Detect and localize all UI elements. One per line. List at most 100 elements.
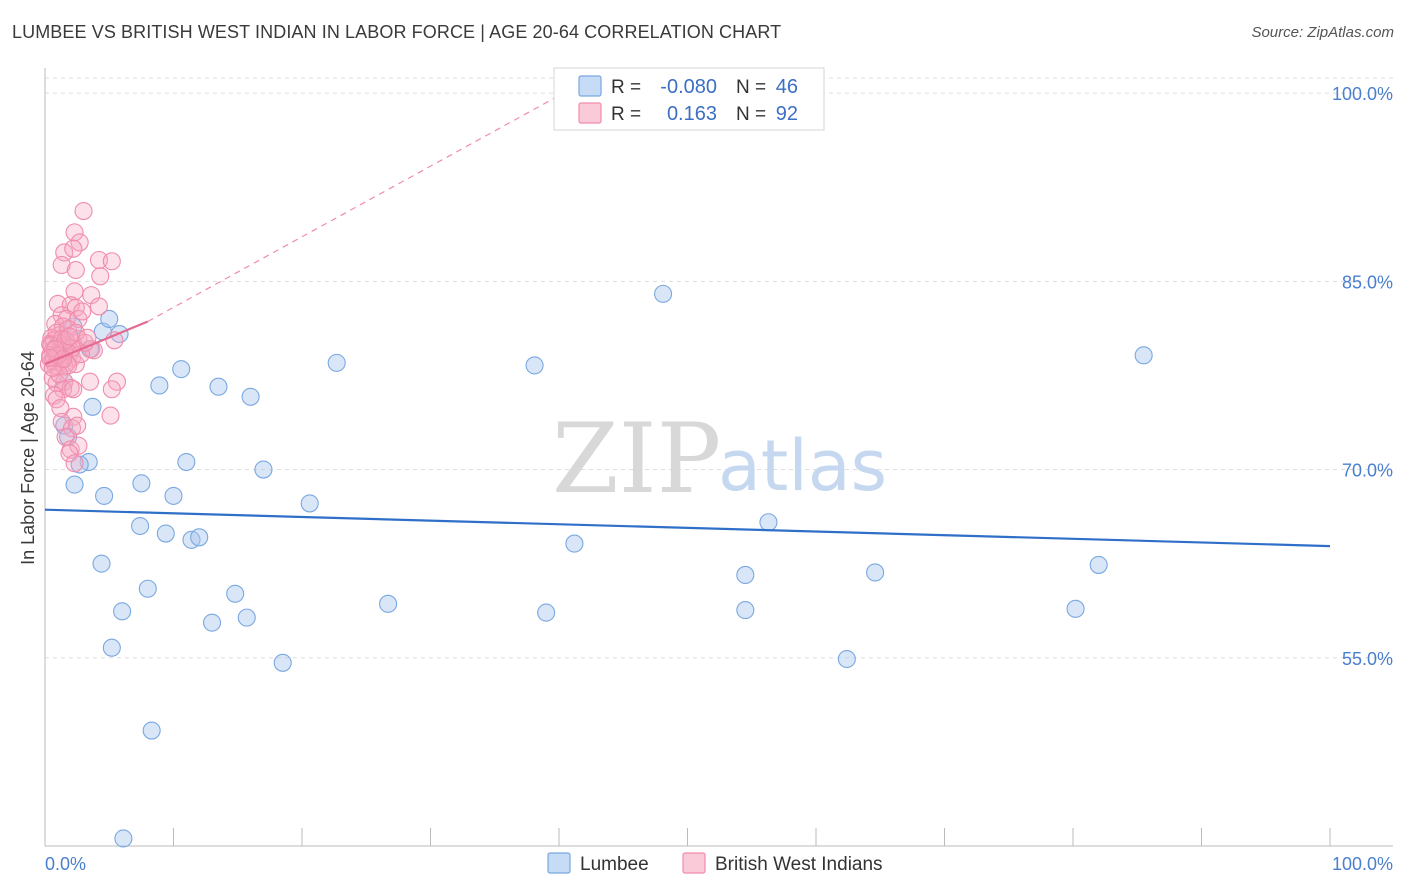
watermark: ZIP atlas [552, 403, 887, 515]
legend-r-value-lumbee: -0.080 [660, 76, 717, 98]
bwi-point-68 [60, 444, 79, 463]
lumbee-point-46 [1066, 599, 1085, 618]
bwi-point-4 [64, 239, 83, 258]
legend-n-label-bwi: N = [736, 104, 766, 125]
lumbee-point-44 [837, 649, 856, 669]
lumbee-point-37 [525, 356, 544, 375]
bwi-point-61 [101, 406, 120, 425]
stats-legend: R = -0.080 N = 46 R = 0.163 N = 92 [553, 67, 825, 131]
trend-lines [44, 95, 1331, 548]
lumbee-point-42 [736, 601, 755, 620]
bwi-trend-line [44, 320, 149, 366]
bwi-point-6 [102, 252, 121, 271]
series-legend: Lumbee British West Indians [547, 852, 883, 875]
legend-n-value-lumbee: 46 [776, 76, 798, 98]
lumbee-point-8 [83, 397, 102, 416]
bwi-point-90 [60, 327, 79, 346]
legend-r-label-bwi: R = [611, 104, 641, 125]
lumbee-point-26 [92, 554, 111, 573]
y-tick-label-2: 70.0% [1342, 461, 1393, 481]
bwi-point-12 [48, 294, 67, 313]
tick-labels: 100.0% 85.0% 70.0% 55.0% 0.0% 100.0% [45, 84, 1393, 874]
lumbee-point-25 [190, 528, 209, 547]
lumbee-point-35 [327, 353, 346, 372]
series-legend-swatch-bwi [682, 852, 706, 874]
watermark-atlas: atlas [718, 425, 887, 507]
bwi-point-69 [65, 454, 84, 473]
bwi-point-7 [52, 255, 71, 275]
grid-lines [45, 77, 1393, 659]
y-tick-label-1: 85.0% [1342, 272, 1393, 292]
bwi-point-86 [46, 340, 65, 359]
bwi-point-1 [65, 223, 84, 242]
lumbee-point-48 [1134, 346, 1153, 365]
lumbee-point-20 [164, 486, 183, 505]
lumbee-point-19 [254, 460, 273, 479]
lumbee-point-23 [156, 524, 175, 543]
axes [44, 68, 1393, 847]
lumbee-point-17 [241, 387, 260, 406]
bwi-point-62 [52, 412, 71, 431]
bwi-point-91 [41, 348, 60, 367]
bwi-point-5 [89, 250, 109, 270]
watermark-zip: ZIP [552, 403, 721, 515]
legend-n-label-lumbee: N = [736, 77, 766, 98]
bwi-point-15 [89, 297, 109, 316]
series-legend-label-lumbee: Lumbee [580, 854, 649, 875]
lumbee-point-30 [203, 613, 222, 632]
bwi-point-9 [91, 267, 110, 286]
lumbee-point-41 [736, 565, 755, 585]
bwi-point-64 [68, 416, 87, 435]
lumbee-point-29 [113, 602, 132, 621]
lumbee-point-45 [866, 563, 885, 582]
lumbee-point-15 [172, 360, 191, 379]
source-credit: Source: ZipAtlas.com [1251, 24, 1394, 41]
lumbee-point-47 [1089, 555, 1108, 574]
data-points [39, 202, 1153, 848]
x-tick-label-right: 100.0% [1332, 854, 1393, 874]
chart-title: LUMBEE VS BRITISH WEST INDIAN IN LABOR F… [12, 22, 782, 42]
y-tick-label-0: 100.0% [1332, 84, 1393, 104]
lumbee-point-9 [65, 475, 84, 494]
lumbee-point-43 [759, 513, 778, 532]
lumbee-point-27 [138, 579, 157, 598]
legend-swatch-lumbee [578, 75, 602, 97]
bwi-point-54 [80, 372, 100, 391]
legend-n-value-bwi: 92 [776, 103, 798, 125]
lumbee-point-28 [226, 584, 245, 603]
series-legend-swatch-lumbee [547, 852, 571, 874]
lumbee-point-12 [95, 486, 114, 505]
bwi-point-80 [73, 302, 92, 321]
lumbee-point-40 [654, 284, 673, 303]
x-tick-label-left: 0.0% [45, 854, 86, 874]
bwi-point-59 [51, 399, 70, 418]
lumbee-point-22 [131, 516, 150, 536]
lumbee-point-1 [100, 309, 119, 329]
lumbee-point-14 [150, 376, 169, 395]
legend-r-value-bwi: 0.163 [667, 103, 717, 125]
lumbee-point-18 [177, 452, 196, 472]
lumbee-point-34 [142, 721, 161, 740]
bwi-point-0 [74, 202, 93, 221]
lumbee-point-31 [237, 608, 256, 627]
y-axis-title: In Labor Force | Age 20-64 [18, 351, 38, 565]
bwi-point-56 [102, 380, 121, 399]
lumbee-trend-line [44, 508, 1331, 548]
lumbee-point-32 [102, 638, 121, 657]
lumbee-point-49 [114, 829, 133, 848]
bwi-point-53 [64, 380, 83, 399]
lumbee-point-16 [209, 377, 228, 396]
bwi-point-58 [47, 390, 66, 409]
lumbee-point-21 [300, 494, 319, 513]
lumbee-point-38 [537, 603, 556, 622]
legend-swatch-bwi [578, 102, 602, 124]
legend-r-label-lumbee: R = [611, 77, 641, 98]
series-legend-label-bwi: British West Indians [715, 854, 883, 875]
bwi-trend-extension [147, 95, 560, 323]
bwi-point-13 [61, 296, 80, 315]
lumbee-point-39 [565, 534, 584, 553]
bwi-point-52 [53, 380, 73, 399]
bwi-point-8 [66, 260, 85, 280]
lumbee-point-36 [379, 594, 398, 613]
